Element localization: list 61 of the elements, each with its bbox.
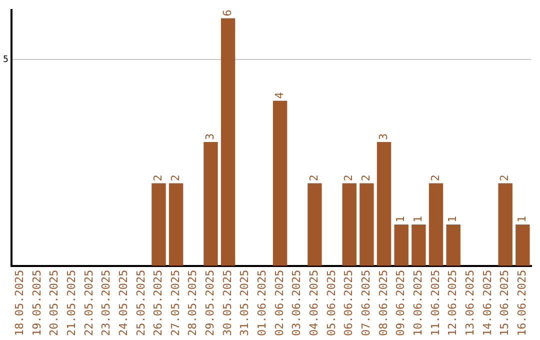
x-tick-label: 16.06.2025 — [516, 270, 529, 336]
x-tick-label: 19.05.2025 — [30, 270, 44, 336]
x-tick-label: 20.05.2025 — [48, 270, 61, 336]
x-tick-label: 09.06.2025 — [394, 270, 408, 336]
bar — [498, 183, 512, 266]
x-tick-label: 21.05.2025 — [64, 270, 78, 336]
x-tick-label: 23.05.2025 — [100, 270, 113, 336]
data-label: 2 — [342, 174, 356, 182]
data-label: 1 — [412, 216, 425, 223]
data-label: 2 — [152, 174, 165, 182]
bar — [152, 183, 166, 266]
bar — [360, 183, 374, 266]
x-tick-label: 22.05.2025 — [82, 270, 96, 336]
x-tick-label: 02.06.2025 — [272, 270, 286, 336]
bar — [272, 100, 288, 266]
bar — [446, 224, 460, 266]
data-label: 1 — [516, 216, 529, 223]
x-tick-label: 08.06.2025 — [376, 270, 390, 336]
bar — [342, 183, 356, 266]
data-label: 4 — [272, 92, 286, 99]
data-label: 2 — [498, 174, 512, 182]
data-label: 3 — [204, 133, 217, 140]
data-label: 2 — [360, 174, 373, 182]
x-tick-label: 30.05.2025 — [220, 270, 234, 336]
data-label: 2 — [308, 174, 321, 182]
x-tick-label: 24.05.2025 — [116, 270, 130, 336]
x-tick-label: 11.06.2025 — [428, 270, 442, 336]
data-label: 3 — [376, 133, 390, 140]
bar — [376, 142, 392, 266]
bar — [516, 224, 530, 266]
data-label: 1 — [394, 216, 408, 223]
data-label: 1 — [446, 216, 460, 223]
x-tick-label: 06.06.2025 — [342, 270, 356, 336]
x-tick-label: 04.06.2025 — [308, 270, 321, 336]
x-tick-label: 01.06.2025 — [256, 270, 269, 336]
bar — [204, 142, 218, 266]
x-tick-label: 26.05.2025 — [152, 270, 165, 336]
x-tick-label: 03.06.2025 — [290, 270, 304, 336]
bar — [428, 183, 444, 266]
bar — [168, 183, 184, 266]
x-tick-label: 25.05.2025 — [134, 270, 148, 336]
x-tick-label: 27.05.2025 — [168, 270, 182, 336]
x-tick-label: 13.06.2025 — [464, 270, 477, 336]
y-tick-label: 5 — [2, 54, 8, 65]
data-label: 6 — [220, 10, 234, 16]
x-tick-label: 12.06.2025 — [446, 270, 460, 336]
bar — [308, 183, 322, 266]
data-label: 2 — [428, 174, 442, 182]
x-tick-label: 10.06.2025 — [412, 270, 425, 336]
x-tick-label: 31.05.2025 — [238, 270, 252, 336]
x-tick-label: 18.05.2025 — [12, 270, 26, 336]
x-tick-label: 14.06.2025 — [480, 270, 494, 336]
x-tick-label: 28.05.2025 — [186, 270, 200, 336]
x-tick-label: 05.06.2025 — [324, 270, 338, 336]
bar — [394, 224, 408, 266]
x-tick-label: 29.05.2025 — [204, 270, 217, 336]
x-tick-label: 15.06.2025 — [498, 270, 512, 336]
data-label: 2 — [168, 174, 182, 182]
bar — [412, 224, 426, 266]
bar — [220, 18, 236, 266]
x-tick-label: 07.06.2025 — [360, 270, 373, 336]
